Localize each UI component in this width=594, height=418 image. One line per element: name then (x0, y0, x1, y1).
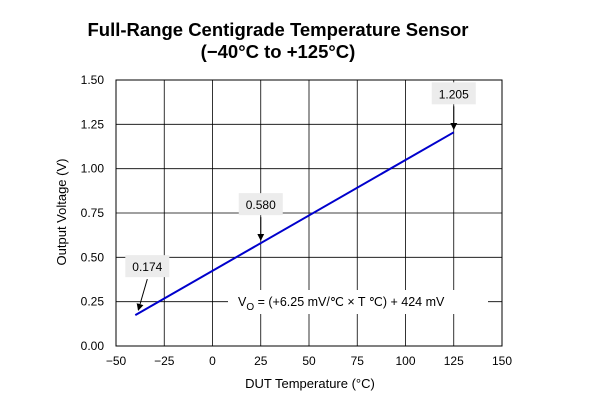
y-tick-label: 1.50 (81, 73, 105, 87)
y-tick-label: 0.75 (81, 206, 105, 220)
x-tick-label: 100 (395, 354, 415, 368)
plot-frame (115, 79, 503, 347)
grid (115, 79, 503, 347)
tick-labels: −50 −25 0 25 50 75 100 125 150 0.00 0.25 0.50 0.75 1.… (81, 73, 513, 368)
y-tick-label: 1.25 (81, 117, 105, 131)
annotation-arrow (136, 279, 148, 311)
equation-body: = (+6.25 mV/℃ × T ℃) + 424 mV (254, 295, 445, 309)
x-tick-label: 125 (444, 354, 464, 368)
x-tick-label: 75 (351, 354, 365, 368)
equation-prefix: V (238, 295, 247, 309)
annotation-label-box (238, 193, 283, 216)
chart-subtitle: (−40°C to +125°C) (201, 41, 356, 62)
x-tick-label: −25 (154, 354, 175, 368)
annotation-label-box (125, 255, 170, 278)
series-line (134, 131, 455, 317)
y-tick-label: 0.25 (81, 295, 105, 309)
y-tick-label: 1.00 (81, 162, 105, 176)
annotations: 0.174 0.580 1.205 (125, 82, 476, 311)
equation-box: VO = (+6.25 mV/℃ × T ℃) + 424 mV (228, 290, 488, 314)
y-axis-label: Output Voltage (V) (54, 159, 69, 266)
annotation-label: 1.205 (439, 87, 469, 101)
annotation-label: 0.174 (132, 260, 162, 274)
annotation-label-box (431, 82, 476, 105)
x-tick-label: 150 (492, 354, 512, 368)
chart-title: Full-Range Centigrade Temperature Sensor (87, 19, 468, 40)
annotation-label: 0.580 (246, 198, 276, 212)
equation-subscript: O (246, 302, 254, 313)
x-axis-label: DUT Temperature (°C) (245, 376, 375, 391)
x-tick-label: 50 (302, 354, 316, 368)
equation-background (228, 290, 488, 314)
plot-area (134, 131, 455, 317)
x-tick-label: 0 (209, 354, 216, 368)
y-tick-label: 0.50 (81, 250, 105, 264)
y-tick-label: 0.00 (81, 339, 105, 353)
equation-label: VO = (+6.25 mV/℃ × T ℃) + 424 mV (238, 295, 445, 313)
x-tick-label: 25 (254, 354, 268, 368)
x-tick-label: −50 (106, 354, 127, 368)
